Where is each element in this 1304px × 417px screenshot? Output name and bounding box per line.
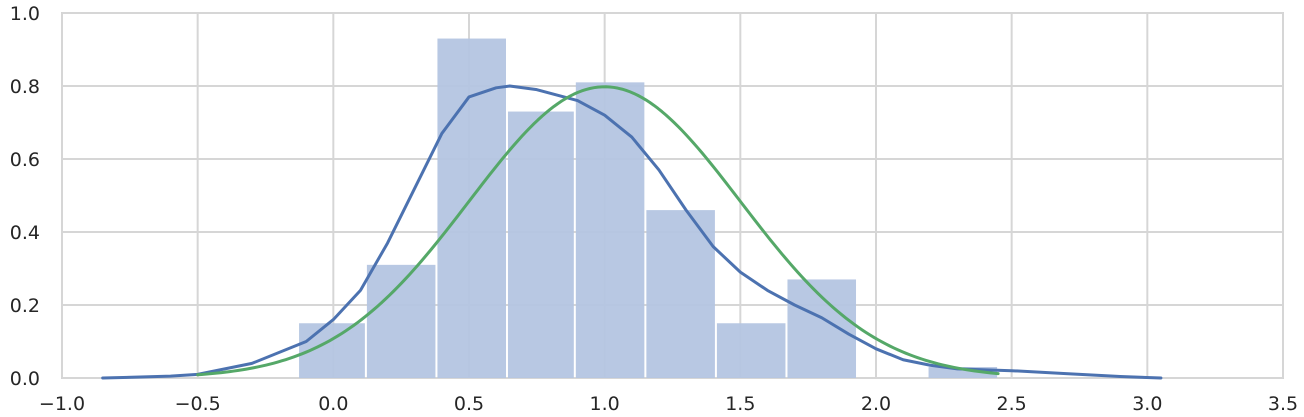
x-tick-label: 3.5: [1268, 393, 1298, 415]
x-axis-tick-labels: −1.0 −0.5 0.0 0.5 1.0 1.5 2.0 2.5 3.0 3.5: [39, 393, 1298, 415]
density-lines: [101, 84, 1163, 380]
y-tick-label: 0.2: [10, 295, 40, 317]
x-tick-label: 1.5: [725, 393, 755, 415]
y-axis-tick-labels: 0.0 0.2 0.4 0.6 0.8 1.0: [10, 3, 40, 390]
x-tick-label: 1.0: [590, 393, 620, 415]
x-tick-label: 3.0: [1132, 393, 1162, 415]
histogram-bar: [646, 210, 715, 378]
x-tick-label: 2.0: [861, 393, 891, 415]
x-tick-label: 2.5: [997, 393, 1027, 415]
y-tick-label: 0.0: [10, 368, 40, 390]
kde-line: [101, 84, 1163, 380]
y-tick-label: 0.4: [10, 222, 40, 244]
x-tick-label: 0.0: [318, 393, 348, 415]
x-tick-label: 0.5: [454, 393, 484, 415]
histogram-bar: [716, 323, 786, 378]
y-tick-label: 0.6: [10, 149, 40, 171]
histogram-bar: [575, 82, 645, 378]
x-tick-label: −1.0: [39, 393, 85, 415]
histogram-bar: [928, 367, 998, 378]
y-tick-label: 1.0: [10, 3, 40, 25]
y-tick-label: 0.8: [10, 76, 40, 98]
normal-fit-line: [196, 85, 1000, 377]
x-tick-label: −0.5: [175, 393, 221, 415]
histogram-bar: [507, 111, 574, 379]
histogram-bar: [787, 279, 857, 378]
